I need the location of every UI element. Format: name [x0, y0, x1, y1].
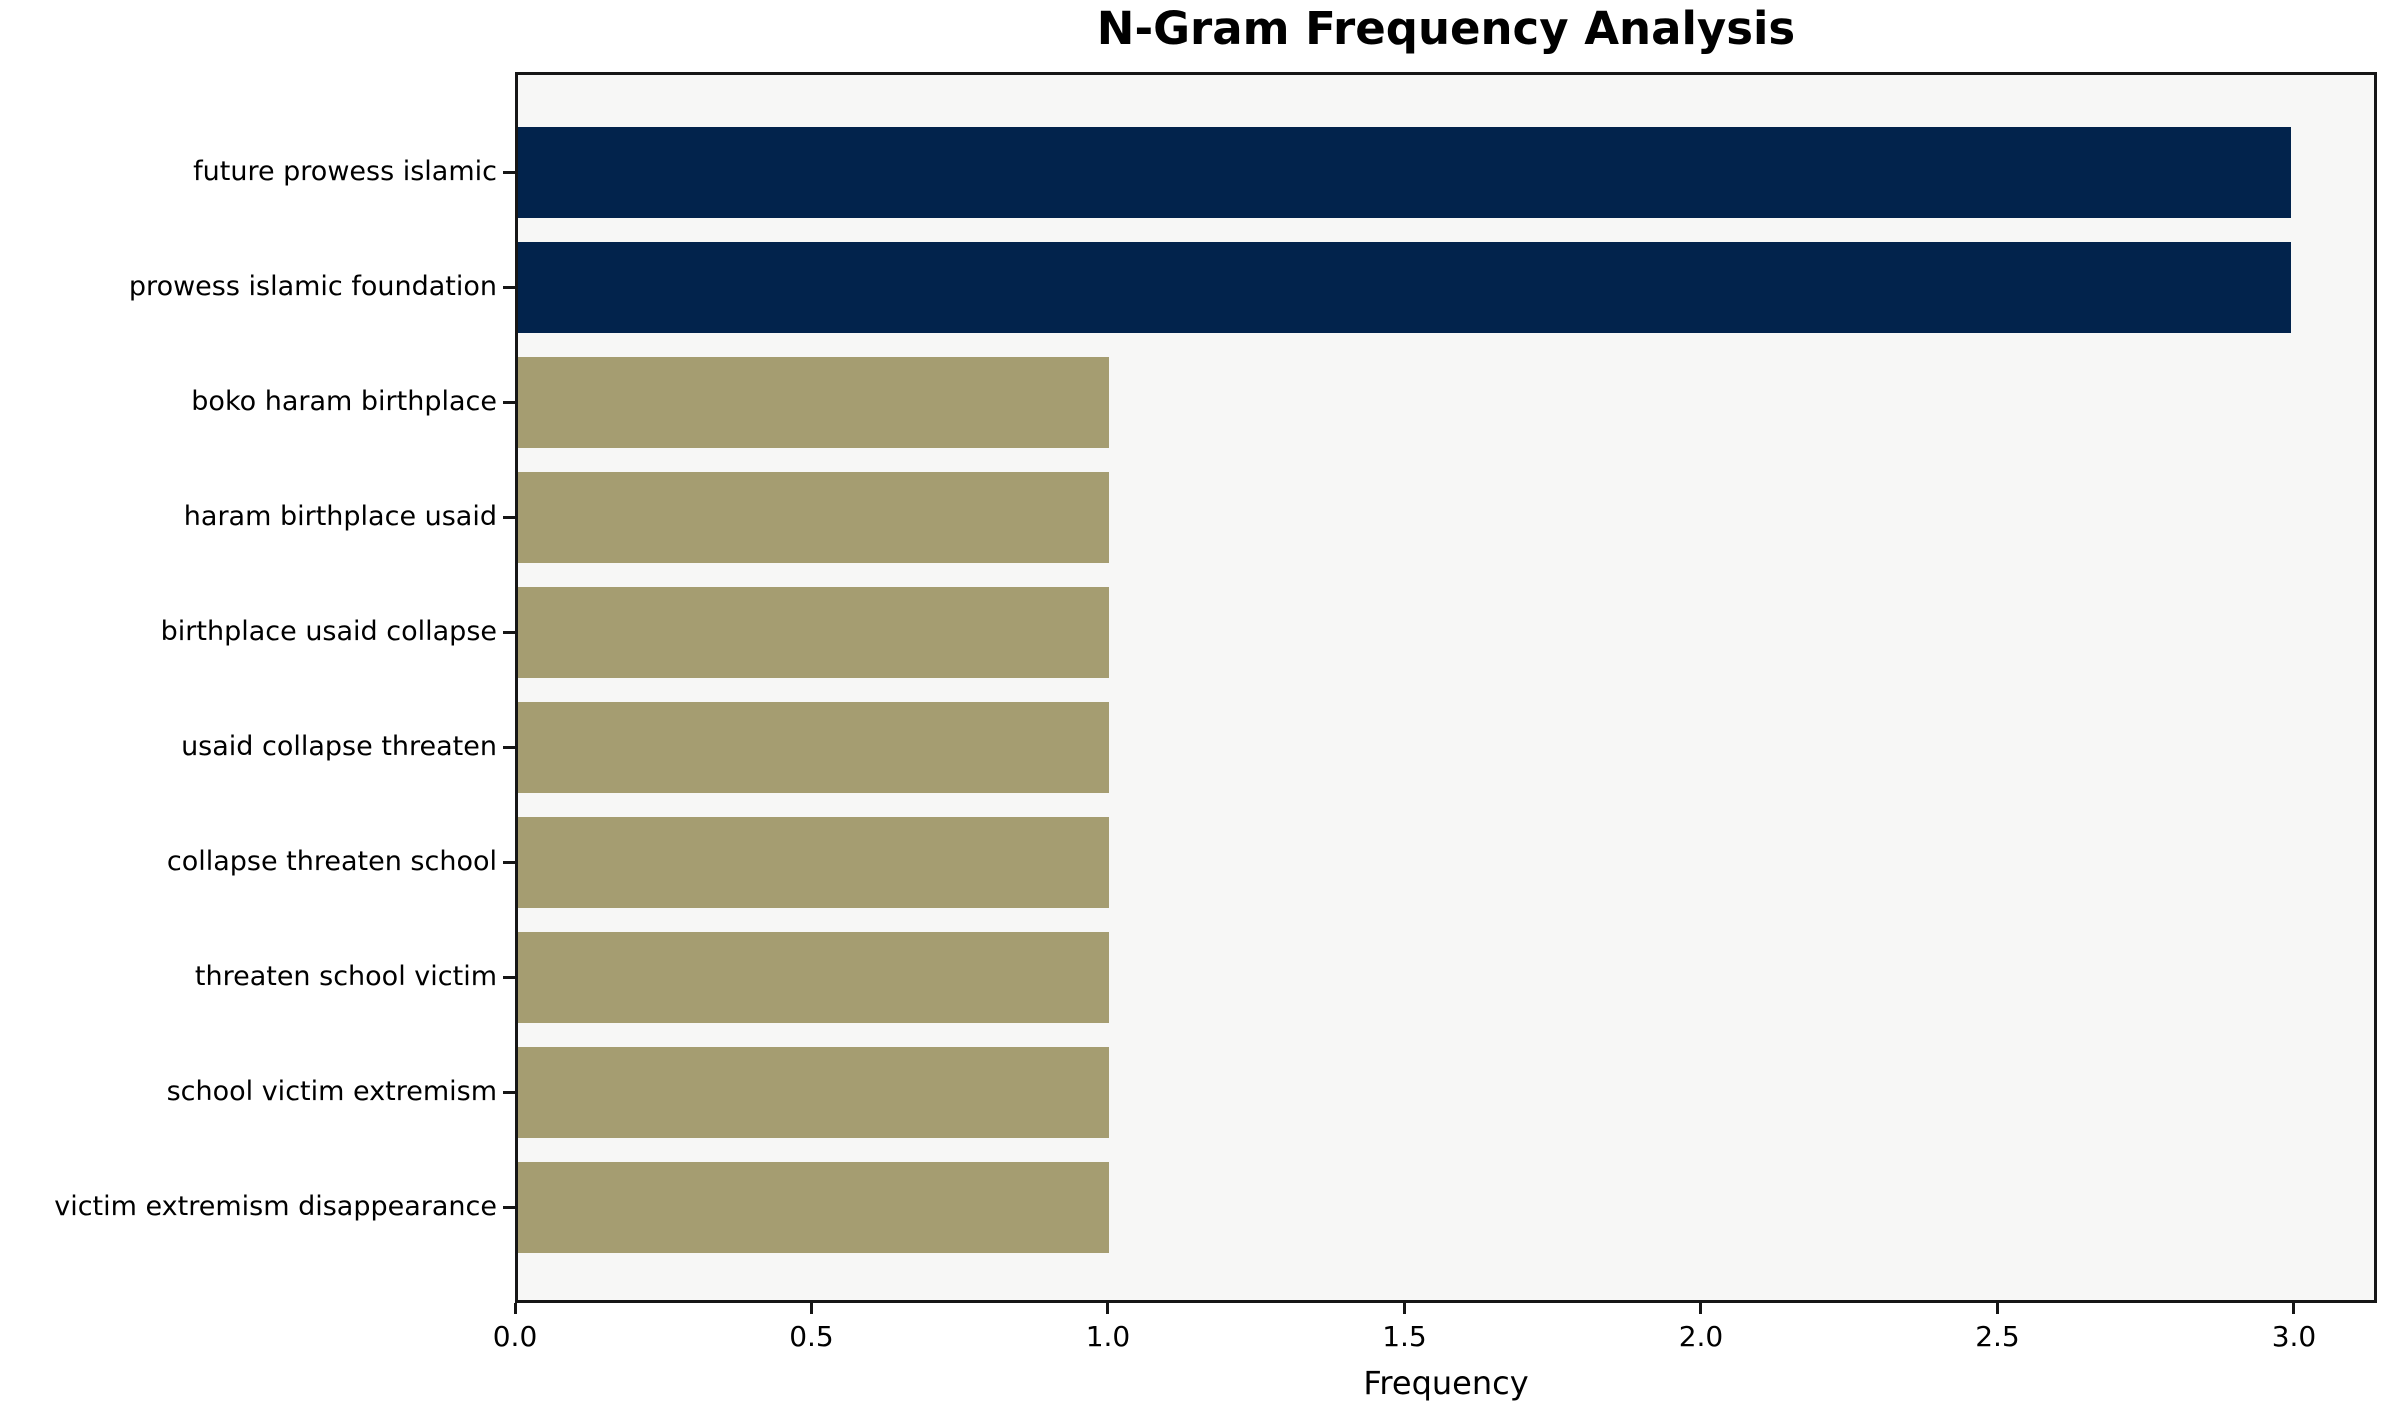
x-tick-label: 0.5 — [789, 1320, 834, 1353]
x-tick-mark — [1106, 1303, 1110, 1314]
bar-victim-extremism-disappearance — [518, 1161, 1110, 1253]
x-tick-mark — [513, 1303, 517, 1314]
y-tick-mark — [503, 286, 515, 289]
y-tick-mark — [503, 401, 515, 404]
x-tick-label: 0.0 — [492, 1320, 538, 1353]
y-tick-mark — [503, 516, 515, 519]
bar-future-prowess-islamic — [518, 126, 2292, 218]
x-axis-label: Frequency — [1363, 1364, 1529, 1402]
y-tick-mark — [503, 631, 515, 634]
x-tick-label: 2.5 — [1975, 1320, 2020, 1353]
y-tick-label: prowess islamic foundation — [128, 271, 497, 302]
x-tick-mark — [809, 1303, 813, 1314]
y-tick-label: usaid collapse threaten — [181, 731, 497, 762]
bar-birthplace-usaid-collapse — [518, 586, 1110, 678]
y-tick-mark — [503, 861, 515, 864]
y-tick-mark — [503, 171, 515, 174]
bar-threaten-school-victim — [518, 931, 1110, 1023]
y-tick-label: boko haram birthplace — [191, 386, 497, 417]
bar-collapse-threaten-school — [518, 816, 1110, 908]
y-tick-label: birthplace usaid collapse — [160, 616, 497, 647]
y-tick-mark — [503, 976, 515, 979]
y-tick-label: future prowess islamic — [193, 156, 497, 187]
plot-area — [515, 72, 2377, 1303]
y-tick-label: threaten school victim — [194, 961, 497, 992]
x-tick-label: 2.0 — [1678, 1320, 1724, 1353]
x-tick-mark — [1995, 1303, 1999, 1314]
bar-prowess-islamic-foundation — [518, 241, 2292, 333]
x-tick-mark — [2292, 1303, 2296, 1314]
y-tick-mark — [503, 1206, 515, 1209]
y-tick-label: school victim extremism — [166, 1076, 497, 1107]
x-tick-mark — [1699, 1303, 1703, 1314]
y-tick-label: victim extremism disappearance — [54, 1191, 497, 1222]
bar-school-victim-extremism — [518, 1046, 1110, 1138]
chart-title: N-Gram Frequency Analysis — [1096, 2, 1796, 55]
y-tick-mark — [503, 746, 515, 749]
x-tick-label: 3.0 — [2271, 1320, 2317, 1353]
x-tick-label: 1.0 — [1085, 1320, 1131, 1353]
x-tick-label: 1.5 — [1382, 1320, 1427, 1353]
y-tick-label: haram birthplace usaid — [183, 501, 497, 532]
bar-haram-birthplace-usaid — [518, 471, 1110, 563]
y-tick-mark — [503, 1091, 515, 1094]
bar-boko-haram-birthplace — [518, 356, 1110, 448]
x-tick-mark — [1402, 1303, 1406, 1314]
y-tick-label: collapse threaten school — [166, 846, 497, 877]
bar-usaid-collapse-threaten — [518, 701, 1110, 793]
